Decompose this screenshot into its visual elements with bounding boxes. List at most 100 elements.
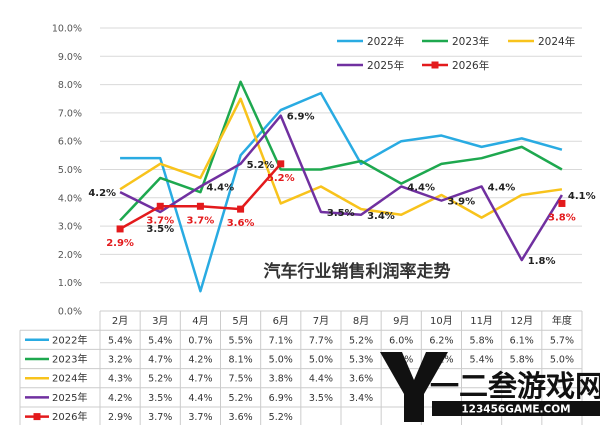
watermark-brand: 一二叁游戏网 <box>430 369 600 403</box>
table-cell: 5.2% <box>349 335 373 346</box>
table-cell: 3.8% <box>269 374 293 385</box>
table-cell: 3.5% <box>148 393 172 404</box>
y-tick-label: 6.0% <box>58 137 82 148</box>
x-category-label: 5月 <box>232 315 248 327</box>
x-category-label: 9月 <box>393 315 409 327</box>
y-axis: 0.0% 1.0% 2.0% 3.0% 4.0% 5.0% 6.0% 7.0% 8.0% 9.0%… <box>52 24 82 318</box>
table-cell: 3.6% <box>229 412 253 423</box>
y-tick-label: 4.0% <box>58 193 82 204</box>
table-cell: 6.0% <box>389 335 413 346</box>
table-series-name: 2026年 <box>52 410 87 423</box>
table-cell: 4.2% <box>108 393 132 404</box>
data-point-marker <box>277 160 285 168</box>
data-label: 3.5% <box>146 224 174 235</box>
data-label: 4.2% <box>88 188 116 199</box>
legend-label: 2026年 <box>452 59 489 72</box>
data-label: 3.6% <box>227 218 255 229</box>
data-label: 3.4% <box>367 211 395 222</box>
table-cell: 5.0% <box>550 355 574 366</box>
y-tick-label: 2.0% <box>58 250 82 261</box>
table-cell: 3.5% <box>309 393 333 404</box>
y-tick-label: 0.0% <box>58 307 82 318</box>
table-cell: 5.2% <box>269 412 293 423</box>
x-category-label: 2月 <box>112 315 128 327</box>
data-label: 4.4% <box>488 182 516 193</box>
x-category-label: 8月 <box>353 315 369 327</box>
data-point-marker <box>558 199 566 207</box>
data-point-marker <box>237 205 245 213</box>
table-cell: 5.2% <box>148 374 172 385</box>
y-tick-label: 7.0% <box>58 108 82 119</box>
data-label: 3.7% <box>187 215 215 226</box>
table-series-name: 2024年 <box>52 372 87 385</box>
watermark-logo-shape <box>380 352 448 422</box>
table-cell: 3.2% <box>108 355 132 366</box>
legend-label: 2025年 <box>367 59 404 72</box>
data-label: 4.1% <box>568 191 596 202</box>
table-cell: 5.5% <box>229 335 253 346</box>
chart-title: 汽车行业销售利润率走势 <box>264 261 451 282</box>
data-labels: 4.2%2.9%3.7%3.5%3.7%4.4%3.6%5.2%5.2%6.9%… <box>88 112 595 267</box>
table-cell: 4.2% <box>188 355 212 366</box>
x-category-label: 10月 <box>430 315 453 327</box>
y-tick-label: 5.0% <box>58 165 82 176</box>
table-cell: 6.9% <box>269 393 293 404</box>
data-label: 3.9% <box>447 197 475 208</box>
table-cell: 6.2% <box>429 335 453 346</box>
table-cell: 5.0% <box>309 355 333 366</box>
table-cell: 5.8% <box>510 355 534 366</box>
table-cell: 5.0% <box>269 355 293 366</box>
data-label: 5.2% <box>267 173 295 184</box>
table-cell: 5.8% <box>470 335 494 346</box>
table-cell: 5.4% <box>148 335 172 346</box>
data-label: 3.5% <box>327 208 355 219</box>
x-category-label: 12月 <box>510 315 533 327</box>
y-tick-label: 3.0% <box>58 222 82 233</box>
table-series-name: 2023年 <box>52 353 87 366</box>
table-cell: 5.4% <box>470 355 494 366</box>
data-point-marker <box>156 202 164 210</box>
table-cell: 5.3% <box>349 355 373 366</box>
legend-marker <box>431 61 439 69</box>
table-cell: 3.7% <box>188 412 212 423</box>
table-cell: 5.4% <box>108 335 132 346</box>
table-cell: 5.7% <box>550 335 574 346</box>
y-tick-label: 10.0% <box>52 24 82 35</box>
table-series-name: 2022年 <box>52 333 87 346</box>
series-line-2022年 <box>120 91 563 293</box>
data-label: 1.8% <box>528 256 556 267</box>
table-cell: 0.7% <box>188 335 212 346</box>
data-label: 3.7% <box>146 215 174 226</box>
x-category-label: 4月 <box>192 315 208 327</box>
table-cell: 4.7% <box>148 355 172 366</box>
table-cell: 7.1% <box>269 335 293 346</box>
legend-label: 2022年 <box>367 35 404 48</box>
y-tick-label: 8.0% <box>58 80 82 91</box>
table-cell: 7.7% <box>309 335 333 346</box>
x-category-label: 3月 <box>152 315 168 327</box>
table-cell: 6.1% <box>510 335 534 346</box>
series-lines <box>116 80 566 293</box>
watermark-url: 123456GAME.COM <box>461 404 570 416</box>
y-tick-label: 9.0% <box>58 52 82 63</box>
legend-label: 2023年 <box>452 35 489 48</box>
table-cell: 5.2% <box>229 393 253 404</box>
table-series-name: 2025年 <box>52 391 87 404</box>
table-cell: 7.5% <box>229 374 253 385</box>
data-point-marker <box>116 225 124 233</box>
data-label: 2.9% <box>106 238 134 249</box>
data-label: 4.4% <box>407 182 435 193</box>
x-category-label: 7月 <box>313 315 329 327</box>
x-category-label: 6月 <box>273 315 289 327</box>
table-cell: 4.7% <box>188 374 212 385</box>
data-table: 2月 3月 4月 5月 6月 7月 8月 9月 10月 11月 12月 年度 2022年 5.4% 5.4%… <box>19 310 583 425</box>
data-label: 3.8% <box>548 212 576 223</box>
legend: 2022年 2023年 2024年 2025年 2026年 <box>337 35 575 72</box>
legend-label: 2024年 <box>538 35 575 48</box>
table-cell: 4.3% <box>108 374 132 385</box>
data-label: 4.4% <box>206 182 234 193</box>
table-cell: 3.4% <box>349 393 373 404</box>
x-category-label: 年度 <box>552 314 572 327</box>
